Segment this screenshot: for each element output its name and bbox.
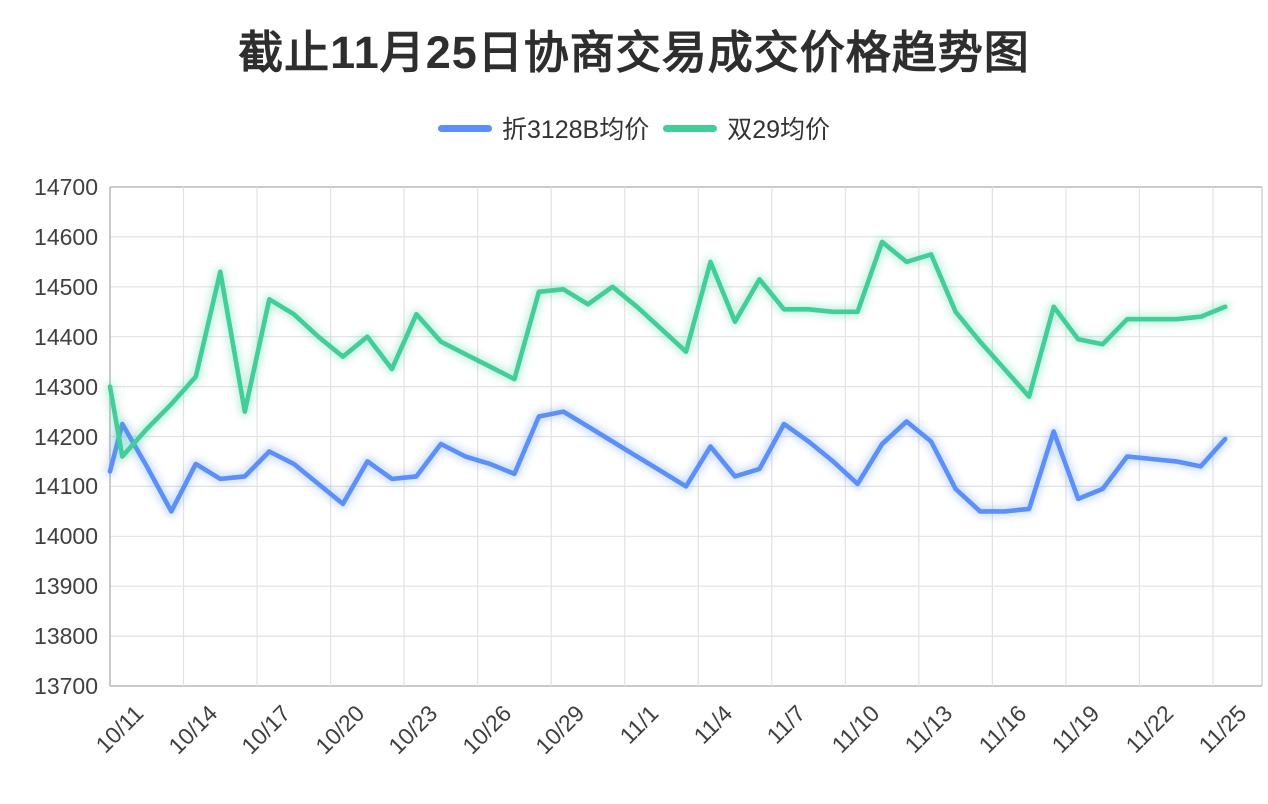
y-axis-label: 14700 xyxy=(34,174,98,200)
legend: 折3128B均价 双29均价 xyxy=(0,112,1268,144)
legend-item-green[interactable]: 双29均价 xyxy=(663,110,830,146)
chart-title: 截止11月25日协商交易成交价格趋势图 xyxy=(238,27,1030,78)
series-line-1-glow xyxy=(105,236,1231,462)
legend-label-blue: 折3128B均价 xyxy=(501,116,650,144)
series-line-0 xyxy=(107,409,1228,514)
y-axis-label: 14200 xyxy=(34,423,98,450)
series-line-0-glow xyxy=(105,406,1231,517)
legend-line-swatch-blue xyxy=(437,124,492,132)
legend-label-green: 双29均价 xyxy=(727,116,831,144)
y-axis-label: 14500 xyxy=(34,273,98,300)
y-axis-label: 14000 xyxy=(34,523,98,550)
legend-line-swatch-green xyxy=(663,124,718,132)
y-axis-label: 14600 xyxy=(34,223,98,250)
y-axis-label: 13800 xyxy=(34,623,98,650)
y-axis-label: 14100 xyxy=(34,473,98,500)
series-line-1 xyxy=(107,239,1228,459)
y-axis-label: 13900 xyxy=(34,573,98,600)
legend-item-blue[interactable]: 折3128B均价 xyxy=(437,110,650,146)
y-axis-label: 13700 xyxy=(34,673,98,699)
y-axis-label: 14400 xyxy=(34,323,98,350)
y-axis-label: 14300 xyxy=(34,373,98,400)
